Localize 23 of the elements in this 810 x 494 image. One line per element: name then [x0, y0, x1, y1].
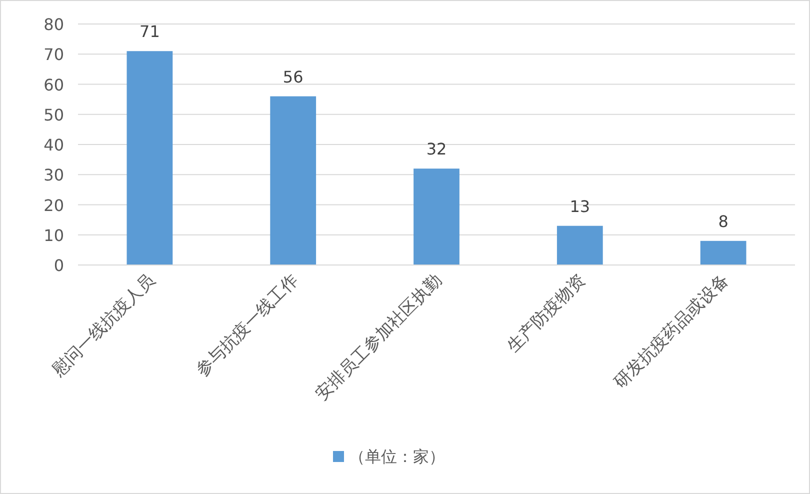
data-label: 8	[718, 212, 728, 231]
y-tick-label: 50	[44, 105, 64, 124]
y-tick-label: 30	[44, 166, 64, 185]
bar	[126, 51, 173, 265]
data-label: 56	[282, 67, 304, 86]
data-label: 32	[426, 140, 447, 159]
y-tick-label: 60	[44, 75, 64, 94]
y-tick-label: 10	[44, 226, 64, 245]
x-tick-label: 参与抗疫一线工作	[192, 270, 303, 381]
y-tick-label: 20	[44, 196, 64, 215]
bar	[414, 168, 460, 265]
x-tick-label: 研发抗疫药品或设备	[610, 270, 733, 393]
data-label: 13	[570, 196, 590, 216]
x-tick-label: 生产防疫物资	[503, 270, 590, 357]
x-tick-label: 安排员工参加社区执勤	[312, 270, 446, 405]
y-tick-label: 40	[44, 136, 64, 154]
y-tick-label: 80	[44, 15, 64, 34]
data-label: 71	[140, 22, 160, 42]
legend-label: （单位：家）	[349, 447, 445, 466]
y-tick-label: 70	[44, 45, 64, 64]
bar	[556, 226, 603, 265]
bar	[270, 96, 316, 265]
bar	[700, 240, 746, 265]
